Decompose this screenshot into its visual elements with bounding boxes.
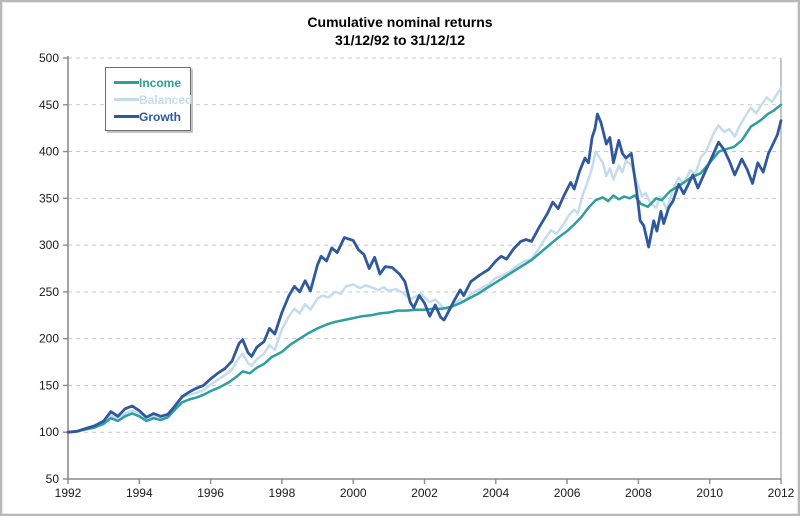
legend-label-balanced: Balanced bbox=[139, 92, 193, 107]
chart-title: Cumulative nominal returns 31/12/92 to 3… bbox=[2, 13, 798, 49]
legend-item-balanced: Balanced bbox=[114, 91, 192, 108]
chart-title-line1: Cumulative nominal returns bbox=[307, 14, 493, 30]
legend: Income Balanced Growth bbox=[105, 67, 192, 131]
y-axis-tick-label: 200 bbox=[39, 332, 59, 346]
y-axis-tick-label: 250 bbox=[39, 285, 59, 299]
x-axis-tick-label: 1998 bbox=[269, 486, 296, 500]
y-axis-tick-label: 300 bbox=[39, 238, 59, 252]
x-axis-tick-label: 1992 bbox=[55, 486, 82, 500]
x-axis-tick-label: 2002 bbox=[411, 486, 438, 500]
y-axis-tick-label: 100 bbox=[39, 425, 59, 439]
legend-swatch-balanced bbox=[114, 98, 139, 101]
chart-title-line2: 31/12/92 to 31/12/12 bbox=[335, 32, 465, 49]
x-axis-tick-label: 1996 bbox=[197, 486, 224, 500]
y-axis-tick-label: 350 bbox=[39, 191, 59, 205]
y-axis-tick-label: 400 bbox=[39, 145, 59, 159]
x-axis-tick-label: 2008 bbox=[625, 486, 652, 500]
x-axis-tick-label: 2006 bbox=[554, 486, 581, 500]
x-axis-tick-label: 2004 bbox=[482, 486, 509, 500]
y-axis-tick-label: 500 bbox=[39, 51, 59, 65]
legend-swatch-income bbox=[114, 81, 139, 84]
series-line-income bbox=[66, 103, 783, 434]
x-axis-tick-label: 1994 bbox=[126, 486, 153, 500]
legend-label-income: Income bbox=[139, 75, 182, 90]
y-axis-tick-label: 50 bbox=[46, 472, 60, 486]
legend-item-growth: Growth bbox=[114, 108, 184, 125]
y-axis-tick-label: 150 bbox=[39, 378, 59, 392]
legend-label-growth: Growth bbox=[139, 109, 181, 124]
series-line-balanced bbox=[66, 86, 783, 434]
series-line-growth bbox=[66, 112, 783, 434]
x-axis-tick-label: 2012 bbox=[768, 486, 795, 500]
legend-swatch-growth bbox=[114, 115, 139, 118]
y-axis-tick-label: 450 bbox=[39, 98, 59, 112]
x-axis-tick-label: 2000 bbox=[340, 486, 367, 500]
legend-item-income: Income bbox=[114, 74, 184, 91]
x-axis-tick-label: 2010 bbox=[696, 486, 723, 500]
